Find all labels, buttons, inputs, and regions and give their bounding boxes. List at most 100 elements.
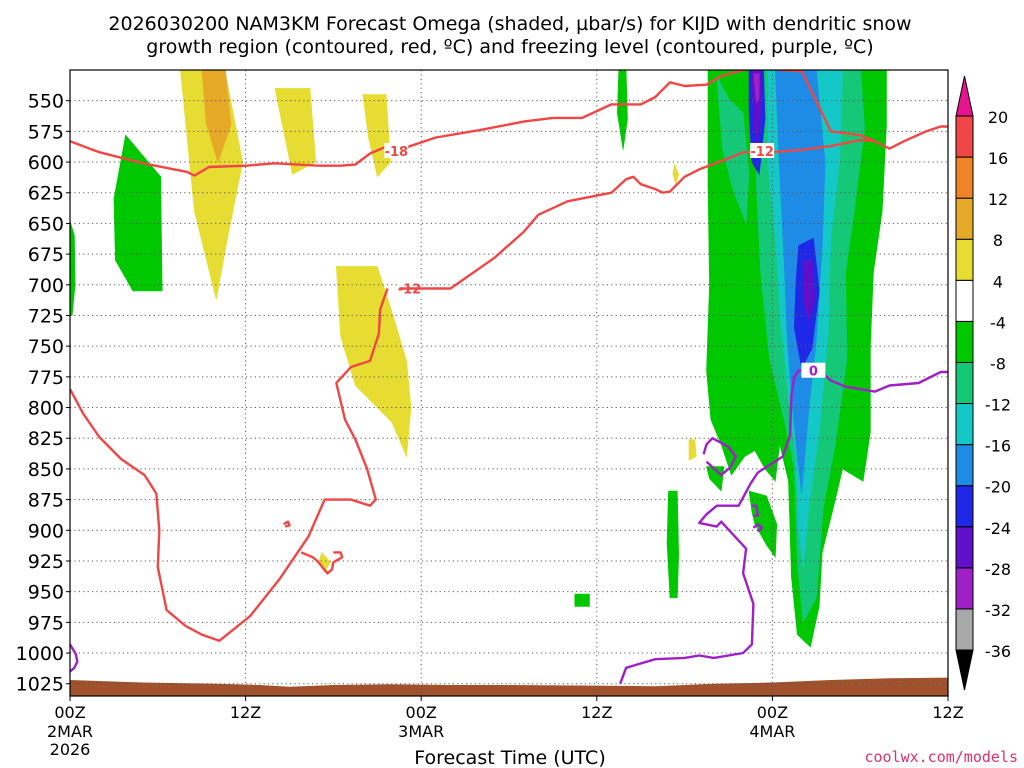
credit-text[interactable]: coolwx.com/models	[864, 748, 1018, 766]
colorbar-swatch-3	[955, 526, 974, 569]
y-tick-label-2: 600	[28, 152, 64, 174]
colorbar-label-0: -36	[985, 642, 1011, 661]
colorbar-swatch-4	[955, 485, 974, 528]
y-tick-label-6: 700	[28, 275, 64, 297]
colorbar-swatch-8	[955, 320, 974, 363]
x-tick-year-0: 2026	[50, 740, 91, 759]
x-tick-label-3: 12Z	[581, 703, 612, 722]
colorbar-swatch-1	[955, 608, 974, 651]
colorbar-label-9: 4	[993, 272, 1003, 291]
omega-region-10	[616, 70, 628, 150]
y-tick-label-10: 800	[28, 398, 64, 420]
y-tick-label-15: 925	[28, 551, 64, 573]
omega-region-1	[201, 70, 232, 164]
colorbar-swatch-2	[955, 567, 974, 610]
chart-title-line1: 2026030200 NAM3KM Forecast Omega (shaded…	[108, 13, 911, 35]
terrain-layer	[70, 677, 948, 696]
colorbar-label-5: -16	[985, 437, 1011, 456]
freezing-contour-2	[752, 523, 764, 533]
y-axis: 550 575 600 625 650 675 700 725 750 775 800 825 850 8…	[16, 91, 70, 696]
colorbar-label-4: -20	[985, 478, 1011, 497]
omega-region-8	[113, 134, 163, 292]
colorbar-swatch-11	[955, 197, 974, 240]
colorbar-label-6: -12	[985, 396, 1011, 415]
colorbar-label-11: 12	[988, 190, 1008, 209]
omega-region-4	[335, 266, 412, 457]
colorbar-label-2: -28	[985, 560, 1011, 579]
colorbar-swatch-13	[955, 115, 974, 158]
chart-title-line2: growth region (contoured, red, ºC) and f…	[146, 36, 873, 58]
dgz-contour-4	[283, 520, 291, 528]
y-tick-label-12: 850	[28, 459, 64, 481]
y-tick-label-11: 825	[28, 428, 64, 450]
plot-area: -18 -12 -12 0	[70, 70, 948, 696]
x-tick-label-4: 00Z	[757, 703, 788, 722]
colorbar-swatch-12	[955, 156, 974, 199]
x-axis-title: Forecast Time (UTC)	[414, 747, 605, 768]
freezing-contour-label-0: 0	[809, 365, 818, 380]
y-tick-label-1: 575	[28, 121, 64, 143]
x-tick-label-5: 12Z	[932, 703, 963, 722]
dgz-contour-2	[399, 138, 875, 290]
grid-lines	[70, 70, 948, 696]
y-tick-label-4: 650	[28, 213, 64, 235]
omega-region-3	[362, 94, 391, 178]
freezing-contour-1	[702, 437, 737, 477]
colorbar-swatch-10	[955, 238, 974, 281]
colorbar-min-arrow	[955, 649, 974, 691]
y-tick-label-13: 875	[28, 490, 64, 512]
x-tick-label-1: 12Z	[230, 703, 261, 722]
dgz-contour-label-0: -18	[385, 145, 409, 160]
x-tick-label-2: 00Z	[406, 703, 437, 722]
y-tick-label-19: 1025	[16, 674, 64, 696]
omega-region-24	[753, 73, 760, 105]
y-tick-label-0: 550	[28, 91, 64, 113]
y-tick-label-14: 900	[28, 520, 64, 542]
colorbar-label-12: 16	[988, 149, 1008, 168]
x-tick-date-0: 2MAR	[47, 722, 93, 741]
freezing-contour-4	[751, 504, 759, 517]
freezing-contour-3	[70, 643, 79, 673]
plot-frame	[69, 69, 949, 697]
y-tick-label-16: 950	[28, 582, 64, 604]
colorbar-swatch-9	[955, 279, 974, 322]
colorbar-swatch-6	[955, 403, 974, 446]
colorbar-max-arrow	[955, 75, 974, 117]
omega-region-12	[574, 593, 590, 607]
y-tick-label-5: 675	[28, 244, 64, 266]
y-tick-label-18: 1000	[16, 643, 64, 665]
dgz-contour-label-bg-0	[384, 143, 409, 159]
colorbar-label-8: -4	[990, 313, 1006, 332]
contour-lines: -18 -12 -12 0	[70, 70, 948, 685]
colorbar-label-3: -24	[985, 519, 1011, 538]
colorbar-label-7: -8	[990, 354, 1006, 373]
colorbar-swatch-7	[955, 361, 974, 405]
y-tick-label-3: 625	[28, 183, 64, 205]
freezing-contour-0	[619, 367, 948, 685]
omega-region-11	[666, 490, 680, 599]
dgz-contour-label-1: -12	[398, 282, 422, 297]
y-tick-label-7: 725	[28, 305, 64, 327]
colorbar-swatch-5	[955, 444, 974, 487]
y-tick-label-17: 975	[28, 612, 64, 634]
colorbar-label-1: -32	[985, 601, 1011, 620]
colorbar-label-13: 20	[988, 108, 1008, 127]
omega-region-9	[70, 220, 76, 316]
dgz-contour-label-bg-2	[750, 143, 775, 159]
freezing-contour-label-bg-0	[801, 362, 826, 378]
dgz-contour-3	[300, 551, 344, 575]
dgz-contour-0	[70, 70, 948, 177]
omega-region-7	[688, 439, 697, 461]
omega-shading	[70, 70, 887, 648]
y-tick-label-9: 775	[28, 367, 64, 389]
y-tick-label-8: 750	[28, 336, 64, 358]
dgz-contour-label-2: -12	[750, 145, 774, 160]
omega-region-22	[802, 259, 816, 323]
x-tick-label-0: 00Z	[54, 703, 85, 722]
colorbar-label-10: 8	[993, 231, 1003, 250]
x-tick-date-4: 4MAR	[749, 722, 795, 741]
x-tick-date-2: 3MAR	[398, 722, 444, 741]
colorbar-legend: -36 -32 -28 -24 -20 -16 -12 -8 -4 4 8 12 16 20	[955, 75, 1011, 691]
